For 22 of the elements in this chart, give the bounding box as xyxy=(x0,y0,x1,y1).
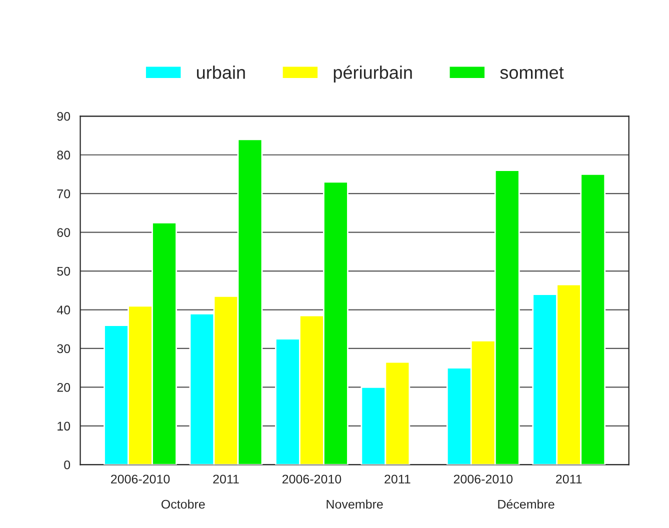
legend-label: sommet xyxy=(500,67,564,79)
x-tick-label: 2011 xyxy=(213,474,239,484)
text: Novembre xyxy=(326,499,383,509)
y-tick-label: 10 xyxy=(58,422,70,431)
y-tick-label: 60 xyxy=(57,228,70,237)
y-tick-label: 30 xyxy=(57,344,70,354)
legend-label: urbain xyxy=(197,66,245,79)
x-tick-label: 2006-2010 xyxy=(454,474,513,484)
y-tick-label: 0 xyxy=(64,460,70,470)
y-tick-label: 70 xyxy=(57,189,70,198)
y-tick-label: 80 xyxy=(57,150,70,160)
y-tick-label: 40 xyxy=(56,306,70,314)
x-tick-label: 2011 xyxy=(556,474,582,484)
legend-label: périurbain xyxy=(334,65,412,82)
x-tick-label: 2006-2010 xyxy=(111,474,170,484)
y-tick-label: 20 xyxy=(57,383,70,392)
text: Décembre xyxy=(498,499,554,509)
text: Octobre xyxy=(162,499,205,509)
y-tick-label: 90 xyxy=(57,112,70,121)
y-tick-label: 50 xyxy=(57,266,70,276)
x-tick-label: 2011 xyxy=(384,474,410,484)
x-tick-label: 2006-2010 xyxy=(282,474,342,484)
